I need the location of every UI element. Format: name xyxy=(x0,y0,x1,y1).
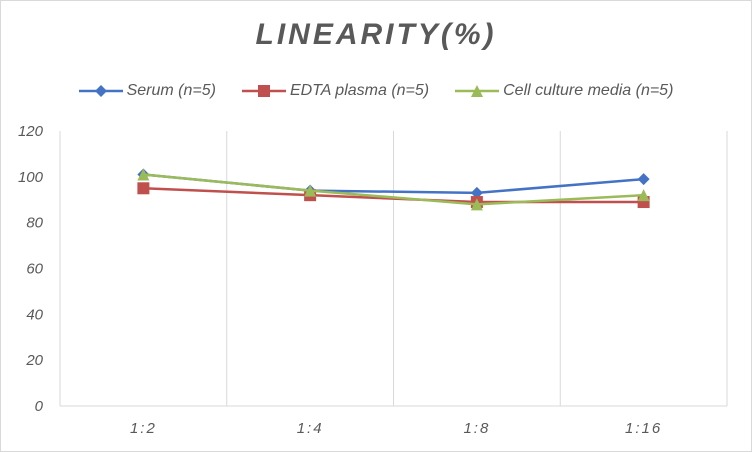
y-tick-label: 100 xyxy=(18,169,44,186)
data-point-serum xyxy=(470,186,483,199)
legend-marker-edta-plasma xyxy=(241,85,286,97)
legend: Serum (n=5) EDTA plasma (n=5) Cell cultu… xyxy=(0,80,752,102)
data-point-cell-culture-media xyxy=(304,184,317,197)
legend-item-cell-culture-media: Cell culture media (n=5) xyxy=(455,82,673,100)
y-tick-label: 20 xyxy=(25,352,43,369)
y-tick-label: 40 xyxy=(26,306,43,323)
data-point-edta-plasma xyxy=(137,182,150,195)
y-tick-label: 0 xyxy=(35,398,44,415)
y-tick-label: 60 xyxy=(26,261,43,278)
data-point-cell-culture-media xyxy=(470,198,483,211)
x-tick-label: 1:2 xyxy=(130,420,157,437)
data-point-cell-culture-media xyxy=(637,189,650,202)
data-point-serum xyxy=(637,173,650,186)
data-point-cell-culture-media xyxy=(137,168,150,181)
chart-title: LINEARITY(%) xyxy=(255,18,497,51)
legend-label-serum: Serum (n=5) xyxy=(126,82,216,99)
x-tick-label: 1:16 xyxy=(625,420,662,437)
y-tick-label: 80 xyxy=(26,215,43,232)
y-tick-label: 120 xyxy=(18,123,44,140)
series-line-2 xyxy=(143,173,644,206)
legend-item-serum: Serum (n=5) xyxy=(78,82,216,100)
legend-label-edta-plasma: EDTA plasma (n=5) xyxy=(289,82,430,99)
legend-marker-cell-culture-media xyxy=(455,85,500,97)
x-tick-label: 1:4 xyxy=(297,420,324,437)
legend-label-cell-culture-media: Cell culture media (n=5) xyxy=(503,82,674,99)
legend-item-edta-plasma: EDTA plasma (n=5) xyxy=(241,82,430,100)
x-tick-label: 1:8 xyxy=(463,420,490,437)
legend-marker-serum xyxy=(78,85,123,97)
